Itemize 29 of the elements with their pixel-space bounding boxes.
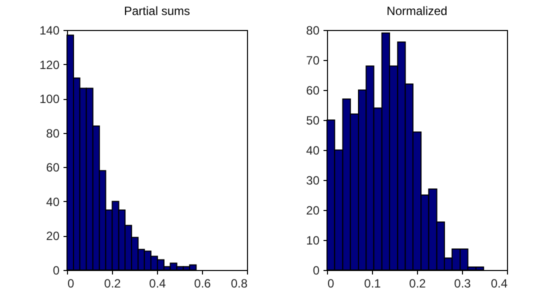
y-tick-label: 20 (46, 229, 60, 244)
x-tick-label: 0.8 (230, 276, 248, 290)
x-tick-label: 0.2 (104, 276, 122, 290)
y-tick-label: 50 (306, 114, 320, 128)
x-tick-label: 0.6 (194, 276, 212, 290)
x-tick-label: 0.1 (364, 276, 382, 290)
y-tick-label: 0 (312, 264, 320, 278)
x-tick-label: 0 (68, 276, 74, 290)
y-tick-label: 0 (52, 264, 60, 278)
y-tick-label: 40 (306, 144, 320, 158)
y-tick-label: 120 (39, 58, 60, 72)
chart-title: Partial sums (124, 4, 190, 18)
x-tick-label: 0.2 (409, 276, 426, 290)
y-tick-label: 30 (306, 174, 320, 188)
x-tick-label: 0 (328, 276, 334, 290)
y-tick-label: 100 (39, 92, 60, 106)
y-tick-label: 60 (306, 84, 320, 98)
y-tick-label: 80 (46, 126, 60, 140)
x-tick-label: 0.3 (454, 276, 472, 290)
chart-title: Normalized (386, 4, 448, 18)
y-tick-label: 70 (306, 54, 320, 68)
y-tick-label: 40 (46, 194, 60, 209)
x-tick-label: 0.4 (490, 276, 508, 290)
y-tick-label: 60 (46, 160, 60, 175)
y-tick-label: 10 (306, 234, 320, 248)
y-tick-label: 20 (306, 204, 320, 218)
x-tick-label: 0.4 (149, 276, 166, 290)
y-tick-label: 140 (39, 24, 60, 38)
y-tick-label: 80 (306, 24, 320, 38)
